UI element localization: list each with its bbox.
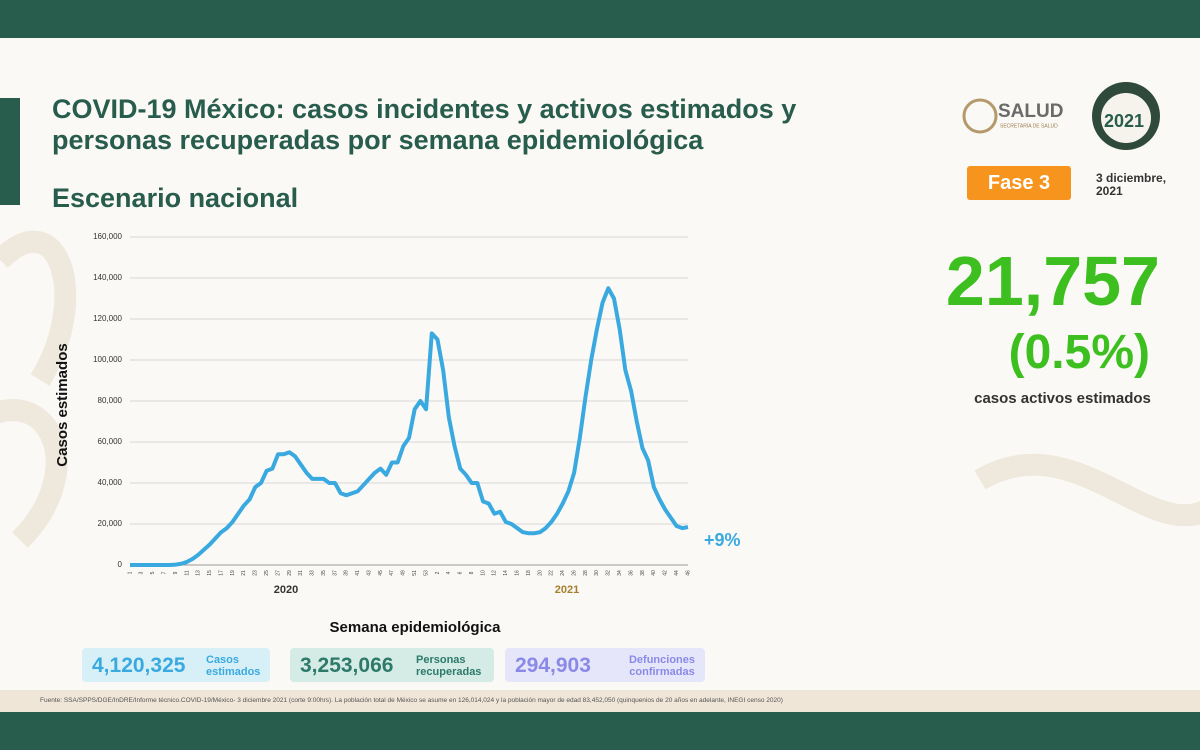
series-line (130, 286, 689, 567)
x-tick-label: 40 (651, 570, 657, 576)
stat-box: 4,120,325 Casos estimados (82, 648, 270, 682)
salud-emblem (962, 98, 998, 134)
top-band (0, 0, 1200, 38)
y-tick-label: 160,000 (93, 232, 122, 241)
x-tick-label: 23 (253, 570, 259, 576)
stat-label: Defunciones confirmadas (628, 654, 695, 678)
x-tick-label: 53 (423, 570, 429, 576)
side-bar (0, 98, 20, 205)
stat-value: 3,253,066 (300, 654, 394, 677)
y-axis-title: Casos estimados (54, 343, 71, 466)
x-tick-label: 16 (515, 570, 521, 576)
stat-box: 3,253,066 Personas recuperadas (290, 648, 494, 682)
x-tick-label: 19 (230, 570, 236, 576)
y-tick-label: 100,000 (93, 355, 122, 364)
x-tick-label: 1 (127, 571, 133, 574)
x-tick-label: 34 (617, 570, 623, 576)
phase-badge: Fase 3 (967, 166, 1071, 200)
x-tick-label: 18 (526, 570, 532, 576)
stat-value: 294,903 (515, 654, 591, 677)
stat-label: Casos estimados (206, 654, 261, 678)
x-tick-label: 10 (480, 570, 486, 576)
x-tick-label: 32 (606, 570, 612, 576)
x-tick-label: 45 (378, 570, 384, 576)
y-tick-label: 0 (118, 560, 123, 569)
y-tick-label: 60,000 (98, 437, 123, 446)
x-tick-label: 2 (435, 571, 441, 574)
x-tick-label: 25 (264, 570, 270, 576)
salud-logo-sub: SECRETARÍA DE SALUD (1000, 122, 1058, 129)
x-tick-label: 51 (412, 570, 418, 576)
x-tick-label: 22 (549, 570, 555, 576)
x-tick-label: 47 (389, 570, 395, 576)
subtitle: Escenario nacional (52, 183, 299, 213)
year-label: 2021 (555, 584, 579, 596)
year-logo: 2021 (1104, 111, 1144, 131)
x-tick-label: 14 (503, 570, 509, 576)
x-tick-label: 29 (287, 570, 293, 576)
x-tick-label: 8 (469, 571, 475, 574)
x-tick-label: 17 (218, 570, 224, 576)
x-tick-label: 38 (640, 570, 646, 576)
x-tick-label: 15 (207, 570, 213, 576)
stat-box: 294,903 Defunciones confirmadas (505, 648, 705, 682)
x-tick-label: 6 (458, 571, 464, 574)
stat-label: Personas recuperadas (416, 654, 482, 678)
x-axis-title: Semana epidemiológica (330, 619, 502, 636)
x-tick-label: 46 (685, 570, 691, 576)
x-tick-label: 42 (663, 570, 669, 576)
x-tick-label: 28 (583, 570, 589, 576)
x-tick-label: 20 (537, 570, 543, 576)
y-tick-label: 40,000 (98, 478, 123, 487)
x-tick-label: 27 (275, 570, 281, 576)
x-tick-label: 43 (366, 570, 372, 576)
x-tick-label: 26 (571, 570, 577, 576)
x-tick-label: 3 (139, 571, 145, 574)
x-tick-label: 9 (173, 571, 179, 574)
bottom-band (0, 712, 1200, 750)
kpi-value: 21,757 (945, 242, 1160, 320)
x-tick-label: 49 (401, 570, 407, 576)
x-tick-label: 7 (161, 571, 167, 574)
x-tick-label: 4 (446, 571, 452, 574)
stat-value: 4,120,325 (92, 654, 186, 677)
date: 3 diciembre, 2021 (1096, 171, 1167, 198)
x-tick-label: 33 (310, 570, 316, 576)
change-label: +9% (704, 530, 741, 550)
background-pattern (0, 230, 1200, 548)
salud-logo: SALUD (998, 101, 1063, 122)
x-tick-label: 30 (594, 570, 600, 576)
kpi-label: casos activos estimados (974, 390, 1151, 407)
x-tick-label: 13 (196, 570, 202, 576)
y-tick-label: 20,000 (98, 519, 123, 528)
x-tick-label: 21 (241, 570, 247, 576)
kpi-percent: (0.5%) (1008, 326, 1150, 379)
y-tick-label: 120,000 (93, 314, 122, 323)
footnote: Fuente: SSA/SPPS/DGE/InDRE/Informe técni… (0, 690, 1200, 712)
x-tick-label: 39 (344, 570, 350, 576)
year-emblem-inner (1101, 93, 1151, 143)
x-tick-label: 5 (150, 571, 156, 574)
x-tick-label: 12 (492, 570, 498, 576)
x-tick-label: 37 (332, 570, 338, 576)
x-tick-label: 11 (184, 570, 190, 575)
x-tick-label: 44 (674, 570, 680, 576)
x-tick-label: 35 (321, 570, 327, 576)
x-tick-label: 31 (298, 570, 304, 576)
title: COVID-19 México: casos incidentes y acti… (52, 94, 797, 155)
y-tick-label: 140,000 (93, 273, 122, 282)
x-tick-label: 36 (628, 570, 634, 576)
x-tick-label: 24 (560, 570, 566, 576)
x-tick-label: 41 (355, 570, 361, 576)
y-tick-label: 80,000 (98, 396, 123, 405)
year-label: 2020 (274, 584, 298, 596)
